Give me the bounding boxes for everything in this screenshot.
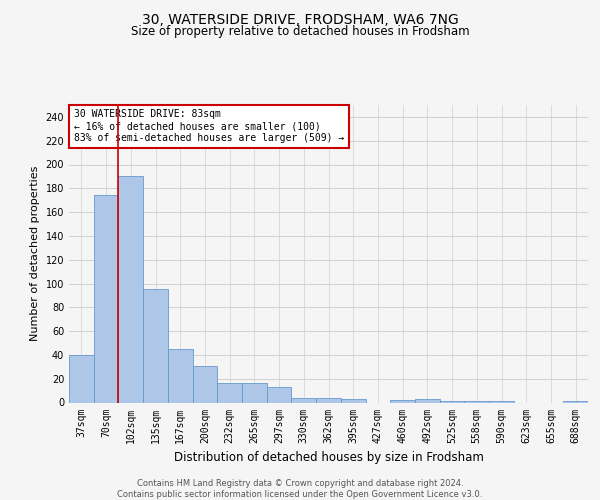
Y-axis label: Number of detached properties: Number of detached properties [30, 166, 40, 342]
Bar [217, 384, 242, 402]
Bar [143, 290, 168, 403]
Bar [193, 366, 217, 403]
Bar [341, 399, 365, 402]
Bar [390, 400, 415, 402]
Bar [69, 355, 94, 403]
X-axis label: Distribution of detached houses by size in Frodsham: Distribution of detached houses by size … [173, 451, 484, 464]
Bar [242, 384, 267, 402]
Bar [292, 398, 316, 402]
Text: Contains public sector information licensed under the Open Government Licence v3: Contains public sector information licen… [118, 490, 482, 499]
Bar [168, 349, 193, 403]
Bar [415, 399, 440, 402]
Text: Size of property relative to detached houses in Frodsham: Size of property relative to detached ho… [131, 25, 469, 38]
Bar [94, 196, 118, 402]
Text: 30, WATERSIDE DRIVE, FRODSHAM, WA6 7NG: 30, WATERSIDE DRIVE, FRODSHAM, WA6 7NG [142, 12, 458, 26]
Bar [316, 398, 341, 402]
Bar [267, 387, 292, 402]
Text: Contains HM Land Registry data © Crown copyright and database right 2024.: Contains HM Land Registry data © Crown c… [137, 479, 463, 488]
Bar [118, 176, 143, 402]
Text: 30 WATERSIDE DRIVE: 83sqm
← 16% of detached houses are smaller (100)
83% of semi: 30 WATERSIDE DRIVE: 83sqm ← 16% of detac… [74, 110, 344, 142]
